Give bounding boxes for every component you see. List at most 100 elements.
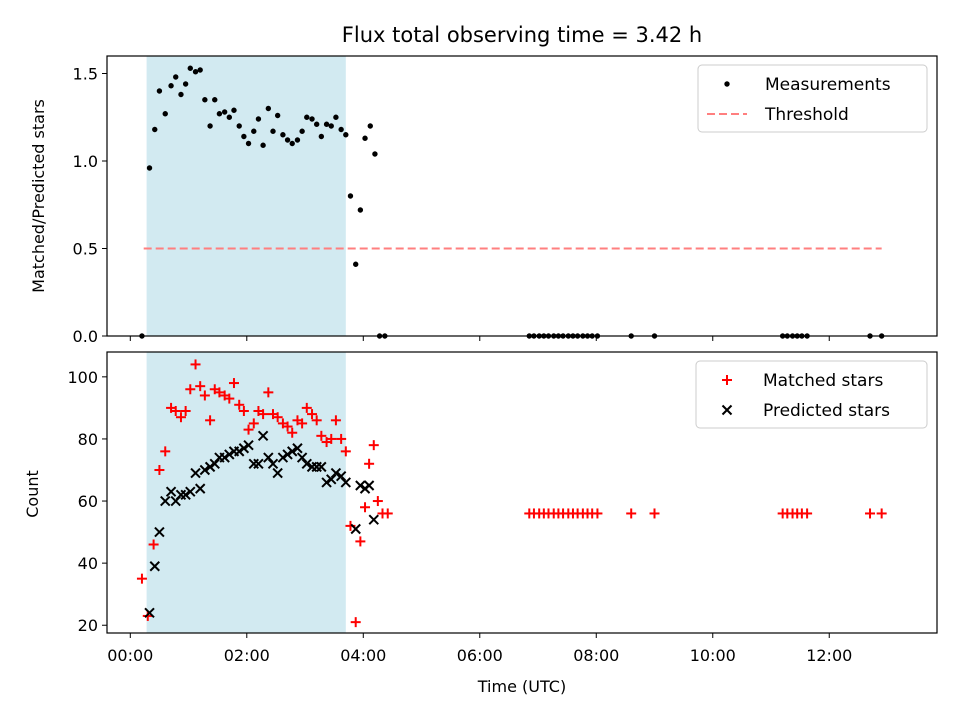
measurement-point xyxy=(202,97,208,103)
measurement-point xyxy=(338,126,344,133)
top-y-tick-label: 0.5 xyxy=(73,240,98,259)
matched-star-point xyxy=(234,399,245,410)
matched-star-point xyxy=(364,458,375,469)
x-axis-label: Time (UTC) xyxy=(477,677,566,696)
measurement-point xyxy=(173,74,179,80)
predicted-star-point xyxy=(292,443,303,454)
measurement-point xyxy=(294,137,301,143)
predicted-star-point xyxy=(335,470,347,482)
measurement-point xyxy=(372,151,378,157)
bottom-y-tick-label: 40 xyxy=(78,554,98,573)
predicted-star-point xyxy=(368,514,379,525)
matched-star-point xyxy=(626,508,637,519)
predicted-star-point xyxy=(234,446,245,457)
matched-star-point xyxy=(224,393,235,404)
predicted-star-point xyxy=(194,483,206,494)
measurement-point xyxy=(231,107,237,113)
measurement-point xyxy=(192,69,199,75)
matched-star-point xyxy=(148,539,159,550)
matched-star-point xyxy=(228,378,239,389)
matched-star-point xyxy=(199,390,210,401)
measurement-point xyxy=(280,132,286,138)
matched-star-point xyxy=(263,387,274,398)
measurement-point xyxy=(182,81,189,87)
bottom-observing-window xyxy=(146,352,346,633)
matched-star-point xyxy=(301,402,312,413)
top-observing-window xyxy=(146,56,346,336)
matched-star-point xyxy=(258,409,269,420)
bottom-y-tick-label: 20 xyxy=(78,616,98,635)
bottom-y-tick-label: 80 xyxy=(78,430,98,449)
predicted-star-point xyxy=(321,477,332,488)
matched-star-point xyxy=(243,424,254,435)
x-tick-label: 06:00 xyxy=(457,646,503,665)
predicted-star-point xyxy=(326,474,337,485)
measurement-point xyxy=(152,126,158,133)
predicted-star-point xyxy=(243,439,254,451)
matched-star-point xyxy=(336,433,347,444)
predicted-star-point xyxy=(277,452,289,463)
x-tick-label: 10:00 xyxy=(690,646,736,665)
predicted-star-point xyxy=(316,461,327,473)
measurement-point xyxy=(274,112,281,119)
matched-star-point xyxy=(214,387,225,398)
measurement-point xyxy=(362,135,368,141)
predicted-star-point xyxy=(340,477,352,488)
predicted-star-point xyxy=(185,486,196,497)
measurement-point xyxy=(251,128,257,134)
matched-star-point xyxy=(297,418,308,429)
measurement-point xyxy=(284,137,291,143)
measurement-point xyxy=(146,165,153,171)
chart-title: Flux total observing time = 3.42 h xyxy=(342,23,702,47)
matched-star-point xyxy=(802,508,813,519)
matched-star-point xyxy=(175,412,186,423)
predicted-star-point xyxy=(296,452,308,463)
measurement-point xyxy=(323,121,330,127)
x-tick-label: 00:00 xyxy=(107,646,153,665)
measurement-point xyxy=(313,121,320,127)
matched-star-point xyxy=(154,464,165,475)
predicted-star-point xyxy=(180,489,191,501)
predicted-star-point xyxy=(238,443,250,454)
predicted-star-point xyxy=(199,464,211,476)
bottom-panel: 20 40 60 80 100 Matched stars Predicted stars xyxy=(67,351,938,638)
legend-predicted-marker xyxy=(721,404,733,416)
predicted-star-point xyxy=(219,452,230,463)
predicted-star-point xyxy=(224,449,235,460)
legend-threshold-label: Threshold xyxy=(764,105,849,125)
predicted-star-point xyxy=(257,430,269,442)
matched-star-point xyxy=(326,433,337,444)
x-tick-label: 04:00 xyxy=(340,646,386,665)
matched-star-point xyxy=(350,617,361,628)
bottom-legend: Matched stars Predicted stars xyxy=(695,360,928,429)
x-tick-label: 12:00 xyxy=(806,646,852,665)
predicted-star-point xyxy=(355,480,366,491)
predicted-star-point xyxy=(190,467,201,479)
matched-star-point xyxy=(238,405,249,416)
predicted-star-point xyxy=(267,458,279,469)
legend-measurements-label: Measurements xyxy=(765,75,891,95)
measurement-point xyxy=(357,207,364,213)
legend-matched-label: Matched stars xyxy=(763,371,883,391)
top-y-tick-label: 0.0 xyxy=(73,327,98,346)
matched-star-point xyxy=(382,508,393,519)
x-tick-label: 02:00 xyxy=(224,646,270,665)
matched-star-point xyxy=(876,508,887,519)
legend-measurements-marker xyxy=(724,81,730,87)
measurement-point xyxy=(178,91,184,98)
measurement-point xyxy=(343,132,349,138)
matched-star-point xyxy=(160,446,171,457)
measurement-point xyxy=(207,123,213,129)
matched-star-point xyxy=(360,502,371,513)
measurement-point xyxy=(328,123,334,129)
predicted-star-point xyxy=(149,561,160,572)
matched-star-point xyxy=(190,359,201,370)
top-legend-box xyxy=(697,64,928,133)
measurement-point xyxy=(221,109,228,115)
measurement-point xyxy=(289,140,295,147)
measurement-point xyxy=(304,114,310,120)
predicted-star-point xyxy=(144,607,155,619)
measurement-point xyxy=(367,123,373,129)
predicted-star-point xyxy=(165,486,177,497)
